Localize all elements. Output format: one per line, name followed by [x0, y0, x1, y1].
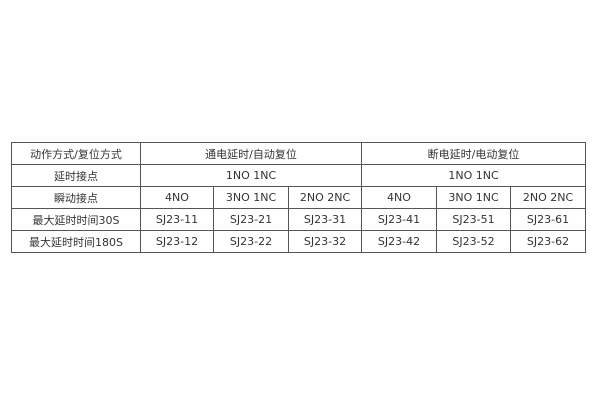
row-header: 动作方式/复位方式	[11, 142, 141, 165]
row-header: 最大延时时间30S	[11, 208, 141, 231]
table-cell: SJ23-52	[436, 230, 511, 253]
table-cell: SJ23-51	[436, 208, 511, 231]
product-spec-table: 动作方式/复位方式 通电延时/自动复位 断电延时/电动复位 延时接点 1NO 1…	[11, 142, 586, 253]
table-cell: SJ23-42	[361, 230, 437, 253]
table-cell: SJ23-61	[510, 208, 586, 231]
row-header: 最大延时时间180S	[11, 230, 141, 253]
table-cell: 3NO 1NC	[436, 186, 511, 209]
row-header: 延时接点	[11, 164, 141, 187]
table-row: 动作方式/复位方式 通电延时/自动复位 断电延时/电动复位	[11, 142, 586, 165]
table-cell: SJ23-11	[140, 208, 214, 231]
table-row: 瞬动接点 4NO 3NO 1NC 2NO 2NC 4NO 3NO 1NC 2NO…	[11, 186, 586, 209]
table-cell: SJ23-22	[213, 230, 289, 253]
table-cell: SJ23-41	[361, 208, 437, 231]
table-cell: SJ23-12	[140, 230, 214, 253]
group-header: 断电延时/电动复位	[361, 142, 586, 165]
table-row: 最大延时时间180S SJ23-12 SJ23-22 SJ23-32 SJ23-…	[11, 230, 586, 253]
table-cell: SJ23-62	[510, 230, 586, 253]
table-row: 延时接点 1NO 1NC 1NO 1NC	[11, 164, 586, 187]
table-cell: 1NO 1NC	[140, 164, 362, 187]
table-cell: SJ23-32	[288, 230, 362, 253]
table-cell: 2NO 2NC	[288, 186, 362, 209]
table-cell: 1NO 1NC	[361, 164, 586, 187]
table-cell: SJ23-31	[288, 208, 362, 231]
table-cell: 3NO 1NC	[213, 186, 289, 209]
table-row: 最大延时时间30S SJ23-11 SJ23-21 SJ23-31 SJ23-4…	[11, 208, 586, 231]
row-header: 瞬动接点	[11, 186, 141, 209]
table-cell: 4NO	[140, 186, 214, 209]
group-header: 通电延时/自动复位	[140, 142, 362, 165]
table-cell: 2NO 2NC	[510, 186, 586, 209]
table-cell: SJ23-21	[213, 208, 289, 231]
table-cell: 4NO	[361, 186, 437, 209]
